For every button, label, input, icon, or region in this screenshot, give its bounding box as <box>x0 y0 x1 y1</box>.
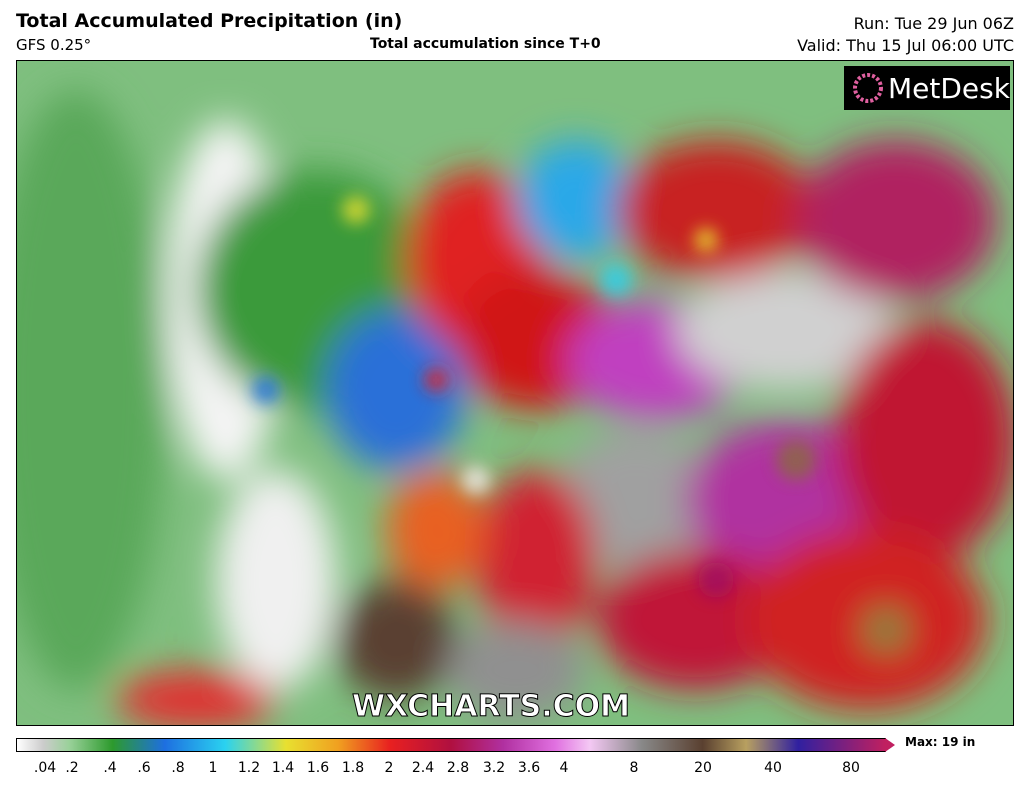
colorbar-label: 2 <box>384 760 394 776</box>
colorbar-label: 3.2 <box>482 760 506 776</box>
model: GFS 0.25° <box>16 36 92 54</box>
colorbar-label: 80 <box>842 760 860 776</box>
colorbar-label: 1.2 <box>237 760 261 776</box>
colorbar-label: 3.6 <box>517 760 541 776</box>
watermark: WXCHARTS.COM <box>352 689 630 724</box>
colorbar <box>16 738 886 752</box>
colorbar-label: 1.4 <box>271 760 295 776</box>
logo: MetDesk <box>888 72 1011 105</box>
run: Run: Tue 29 Jun 06Z <box>853 14 1014 33</box>
colorbar-label: 40 <box>764 760 782 776</box>
colorbar-label: 4 <box>559 760 569 776</box>
colorbar-label: .8 <box>171 760 185 776</box>
colorbar-label: .04 <box>33 760 57 776</box>
max-label: Max: 19 in <box>905 735 976 749</box>
colorbar-label: .6 <box>137 760 151 776</box>
colorbar-label: 1.8 <box>341 760 365 776</box>
logo-box <box>844 66 1010 110</box>
colorbar-label: .2 <box>65 760 79 776</box>
colorbar-label: .4 <box>103 760 117 776</box>
subtitle: Total accumulation since T+0 <box>370 36 601 52</box>
map: MetDesk WXCHARTS.COM <box>16 60 1014 726</box>
colorbar-tip <box>885 738 895 752</box>
logo-icon <box>853 73 883 103</box>
colorbar-label: 1.6 <box>306 760 330 776</box>
valid: Valid: Thu 15 Jul 06:00 UTC <box>797 36 1014 55</box>
colorbar-label: 20 <box>694 760 712 776</box>
colorbar-label: 2.8 <box>446 760 470 776</box>
colorbar-label: 2.4 <box>411 760 435 776</box>
title: Total Accumulated Precipitation (in) <box>16 10 403 32</box>
colorbar-label: 8 <box>629 760 639 776</box>
colorbar-label: 1 <box>208 760 218 776</box>
